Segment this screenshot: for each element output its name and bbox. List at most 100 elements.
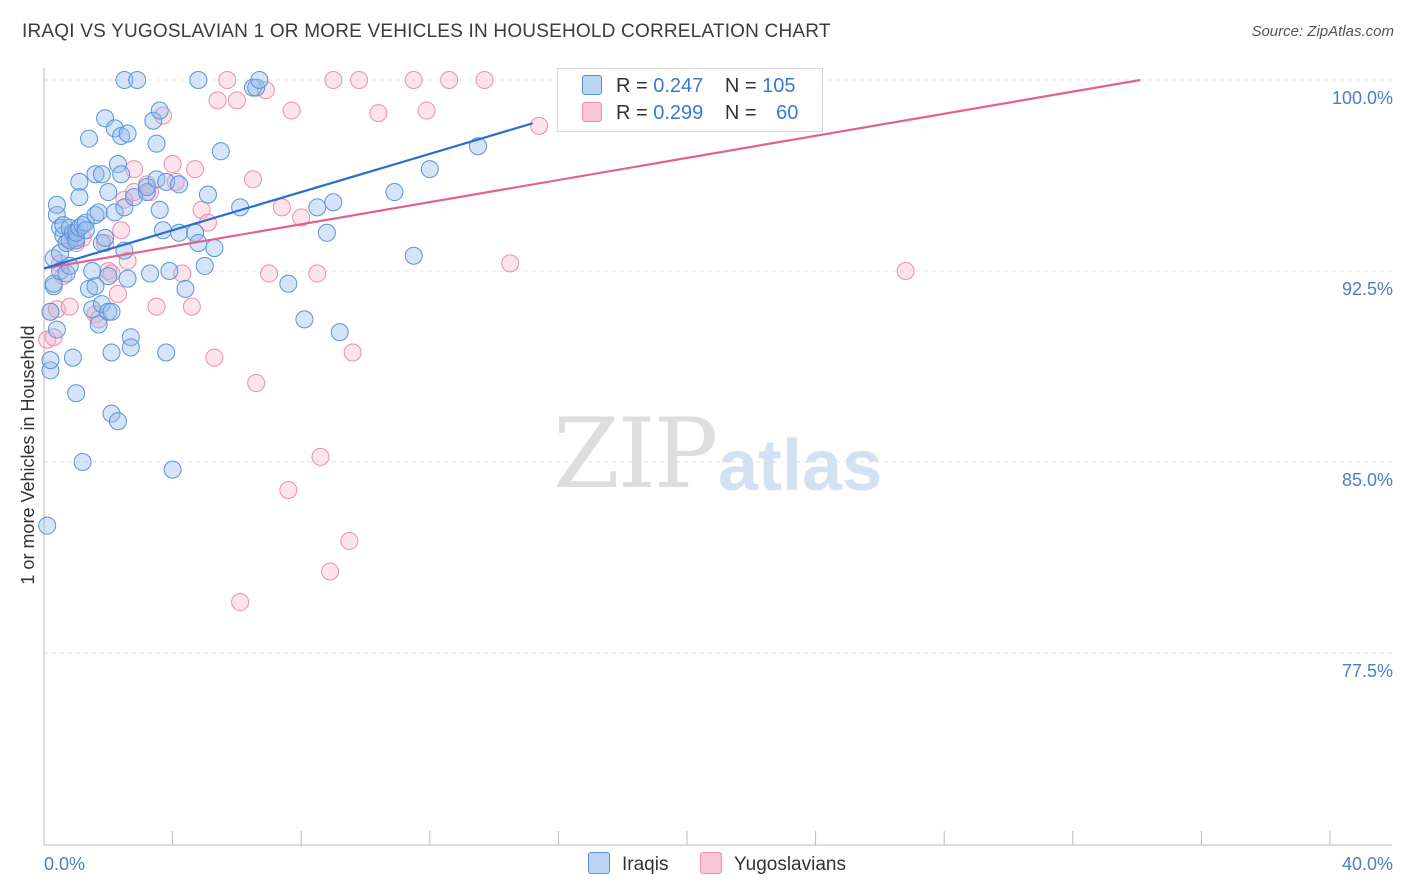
iraqis-point [121,338,140,357]
iraqis-point [295,310,314,329]
iraqis-point [469,137,488,156]
yugoslavians-point [321,562,340,581]
bottom-legend-yugoslavians: Yugoslavians [700,852,846,876]
yugoslavians-point [102,264,121,283]
yugoslavians-point [247,374,266,393]
yugoslavians-point [231,593,250,612]
yugoslavians-point [205,348,224,367]
yugoslavians-point [163,155,182,174]
iraqis-point [80,129,99,148]
axes [43,68,1392,846]
iraqis-point [112,165,131,184]
bottom-iraqis-label: Iraqis [622,854,669,875]
bottom-legend-iraqis: Iraqis [588,852,668,876]
iraqis-point [170,175,189,194]
correlation-legend: R = 0.247 N = 105 R = 0.299 N = 60 [557,68,823,132]
tick-labels: 77.5% 85.0% 92.5% 100.0% 0.0% 40.0% [44,88,1393,874]
y-tick-label: 85.0% [1342,470,1393,490]
yugoslavians-point [182,297,201,316]
yugoslavians-point [108,284,127,303]
iraqis-point [76,221,95,240]
iraqis-point [115,71,134,89]
yugoslavians-point [311,447,330,466]
iraqis-point [70,172,89,191]
iraqis-point [121,328,140,347]
iraqis-point [102,343,121,362]
yugoslavians-point [369,104,388,123]
iraqis-point [137,183,156,202]
iraqis-point [73,453,92,471]
yugoslavians-point [440,71,459,89]
iraqis-point [211,142,230,161]
iraqis-point [86,205,105,224]
iraqis-point [76,213,95,232]
yugoslavians-point [501,254,520,273]
iraqis-point [330,323,349,342]
iraqis-point [205,239,224,258]
legend-row-iraqis: R = 0.247 N = 105 [582,75,796,98]
y-tick-label: 100.0% [1332,88,1393,108]
iraqis-point [89,203,108,222]
iraqis-point [128,71,147,89]
iraqis-point [92,165,111,184]
iraqis-point [195,256,214,275]
iraqis-points [38,71,488,535]
yugoslavians-point [292,208,311,227]
iraqis-point [92,295,111,314]
yugoslavians-r-label: R = [616,102,648,124]
yugoslavians-n-label: N = [724,102,757,124]
iraqis-point [250,71,269,89]
yugoslavians-point [896,262,915,280]
iraqis-point [102,302,121,321]
iraqis-swatch [582,75,602,95]
iraqis-point [41,351,60,370]
x-tick-label-min: 0.0% [44,854,85,874]
iraqis-trend-line [43,122,533,270]
bottom-yugoslavians-swatch [700,852,722,874]
iraqis-point [150,101,169,120]
yugoslavians-point [324,71,343,89]
chart-title: IRAQI VS YUGOSLAVIAN 1 OR MORE VEHICLES … [22,21,831,42]
iraqis-point [147,134,166,153]
iraqis-point [86,165,105,184]
grid-lines [44,79,1392,654]
watermark-zip: ZIP [553,398,718,510]
yugoslavians-point [147,297,166,316]
yugoslavians-point [186,160,205,179]
yugoslavians-point [260,264,279,283]
iraqis-point [198,185,217,204]
iraqis-point [99,183,118,202]
iraqis-point [176,279,195,298]
yugoslavians-point [404,71,423,89]
iraqis-point [41,361,60,380]
iraqis-point [308,198,327,217]
yugoslavians-point [282,101,301,120]
yugoslavians-point [279,481,298,500]
iraqis-n-value: 105 [762,75,796,97]
iraqis-point [41,302,60,321]
iraqis-point [83,262,102,280]
yugoslavians-n-value: 60 [776,102,799,124]
iraqis-point [420,160,439,179]
yugoslavians-point [60,297,79,316]
yugoslavians-swatch [582,102,602,122]
iraqis-r-label: R = [616,75,648,97]
yugoslavians-point [350,71,369,89]
iraqis-point [317,223,336,242]
iraqis-point [67,384,86,403]
yugoslavians-point [218,71,237,89]
iraqis-point [118,269,137,288]
iraqis-point [102,404,121,423]
yugoslavians-point [417,101,436,120]
yugoslavians-point [153,106,172,125]
yugoslavians-point [166,172,185,191]
y-tick-label: 92.5% [1342,279,1393,299]
watermark-atlas: atlas [718,426,883,506]
yugoslavians-point [308,264,327,283]
iraqis-point [70,188,89,207]
trend-lines [43,78,1141,270]
yugoslavians-point [118,251,137,270]
x-tick-label-max: 40.0% [1342,854,1393,874]
iraqis-point [189,71,208,89]
iraqis-point [157,343,176,362]
